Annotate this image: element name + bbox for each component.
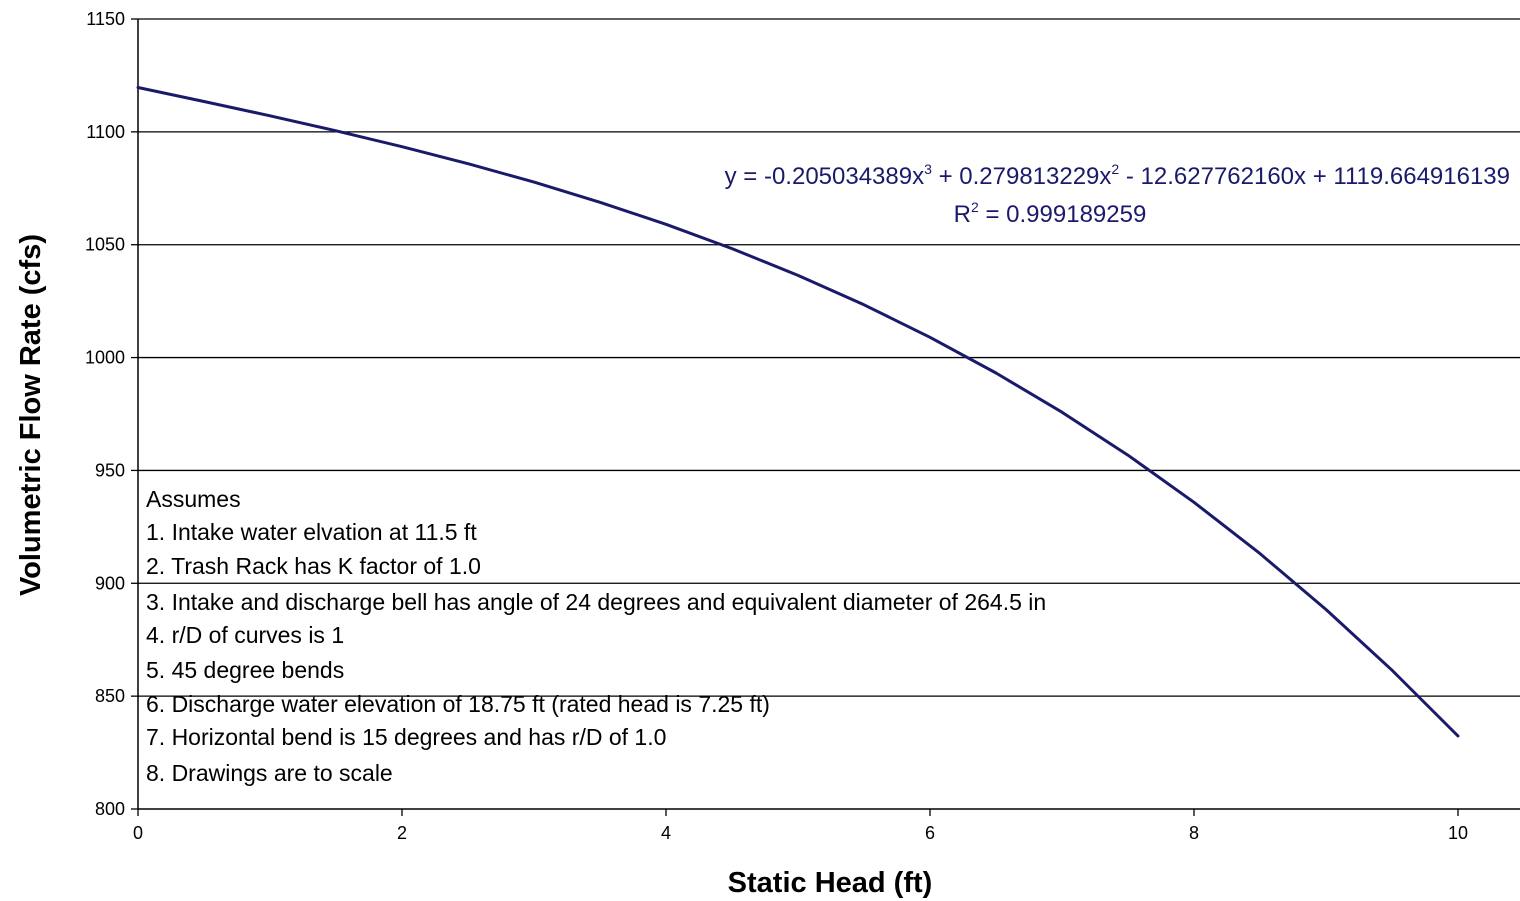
y-tick-label-800: 800 [95,799,125,819]
y-tick-label-1050: 1050 [85,235,125,255]
r-squared-label: R2 = 0.999189259 [954,199,1147,228]
y-axis-title: Volumetric Flow Rate (cfs) [15,234,47,596]
r-squared-prefix: R [954,201,971,228]
note-item-5: 5. 45 degree bends [146,657,344,683]
note-item-4: 4. r/D of curves is 1 [146,622,344,648]
note-heading: Assumes [146,486,241,512]
x-axis-title: Static Head (ft) [728,867,933,899]
x-tick-labels: 0 2 4 6 8 10 [133,823,1468,843]
r-squared-value: = 0.999189259 [979,201,1147,228]
axes [131,18,1520,816]
equation-exponent-3: 3 [924,161,932,177]
y-tick-label-1000: 1000 [85,348,125,368]
r-squared-exponent: 2 [971,199,979,215]
trendline-equation: y = -0.205034389x3 + 0.279813229x2 - 12.… [725,161,1510,190]
note-item-3: 3. Intake and discharge bell has angle o… [146,589,1046,615]
note-item-7: 7. Horizontal bend is 15 degrees and has… [146,724,666,750]
x-tick-label-4: 4 [661,823,671,843]
y-tick-label-950: 950 [95,460,125,480]
assumptions-note: Assumes 1. Intake water elvation at 11.5… [146,486,1046,786]
note-item-2: 2. Trash Rack has K factor of 1.0 [146,553,481,579]
gridlines [138,18,1520,697]
series-line-0 [136,86,1460,738]
series-layer [136,86,1460,738]
note-item-1: 1. Intake water elvation at 11.5 ft [146,519,477,545]
y-tick-label-850: 850 [95,686,125,706]
x-tick-label-8: 8 [1189,823,1199,843]
x-tick-label-6: 6 [925,823,935,843]
equation-suffix: - 12.627762160x + 1119.664916139 [1119,163,1510,190]
x-tick-label-0: 0 [133,823,143,843]
equation-exponent-2: 2 [1111,161,1119,177]
equation-mid: + 0.279813229x [932,163,1112,190]
note-item-6: 6. Discharge water elevation of 18.75 ft… [146,691,770,717]
x-tick-label-2: 2 [397,823,407,843]
equation-prefix: y = -0.205034389x [725,163,925,190]
y-tick-labels: 800 850 900 950 1000 1050 1100 1150 [85,9,125,819]
y-tick-label-900: 900 [95,573,125,593]
note-item-8: 8. Drawings are to scale [146,760,393,786]
x-tick-label-10: 10 [1448,823,1468,843]
y-tick-label-1100: 1100 [86,122,125,142]
y-tick-label-1150: 1150 [86,9,125,29]
